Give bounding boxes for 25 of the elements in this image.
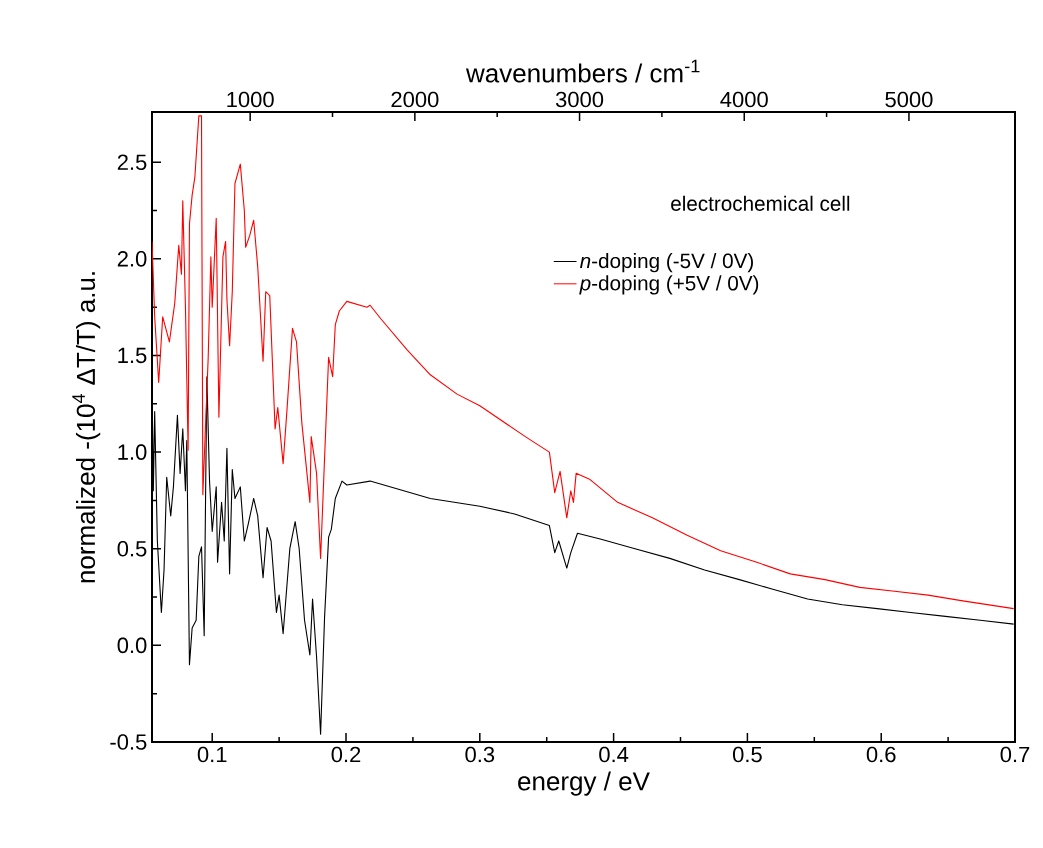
x-tick-label: 0.5: [732, 746, 762, 763]
x-tick-label: 0.6: [866, 746, 896, 763]
y-tick-label: 0.5: [117, 540, 147, 557]
legend-label: n-doping (-5V / 0V): [580, 253, 753, 273]
x-tick-label: 0.1: [197, 746, 227, 763]
x-tick-label: 0.7: [1000, 746, 1030, 763]
x2-tick-label: 1000: [227, 91, 274, 108]
y-tick-label: -0.5: [110, 734, 147, 750]
x-tick-label: 0.3: [465, 746, 495, 763]
x2-tick-label: 5000: [885, 91, 933, 108]
y-tick-label: 2.5: [117, 154, 147, 171]
y-axis-title: normalized -(10$^{4}$ ΔT/T) a.u.: [72, 272, 101, 583]
y-tick-label: 2.0: [117, 251, 147, 267]
legend-label: p-doping (+5V / 0V): [579, 275, 759, 295]
y-tick-label: 1.0: [118, 444, 147, 460]
legend-title: electrochemical cell: [671, 195, 850, 211]
x2-axis-title: wavenumbers / cm$^{-1}$: [465, 59, 700, 83]
x-tick-label: 0.2: [331, 746, 361, 763]
y-tick-label: 0.0: [117, 637, 147, 654]
x-axis-title: energy / eV: [518, 771, 650, 796]
x2-tick-label: 2000: [391, 91, 439, 108]
x2-tick-label: 3000: [555, 91, 604, 108]
x2-tick-label: 4000: [720, 91, 768, 108]
y-tick-label: 1.5: [118, 347, 147, 364]
x-tick-label: 0.4: [599, 746, 629, 763]
